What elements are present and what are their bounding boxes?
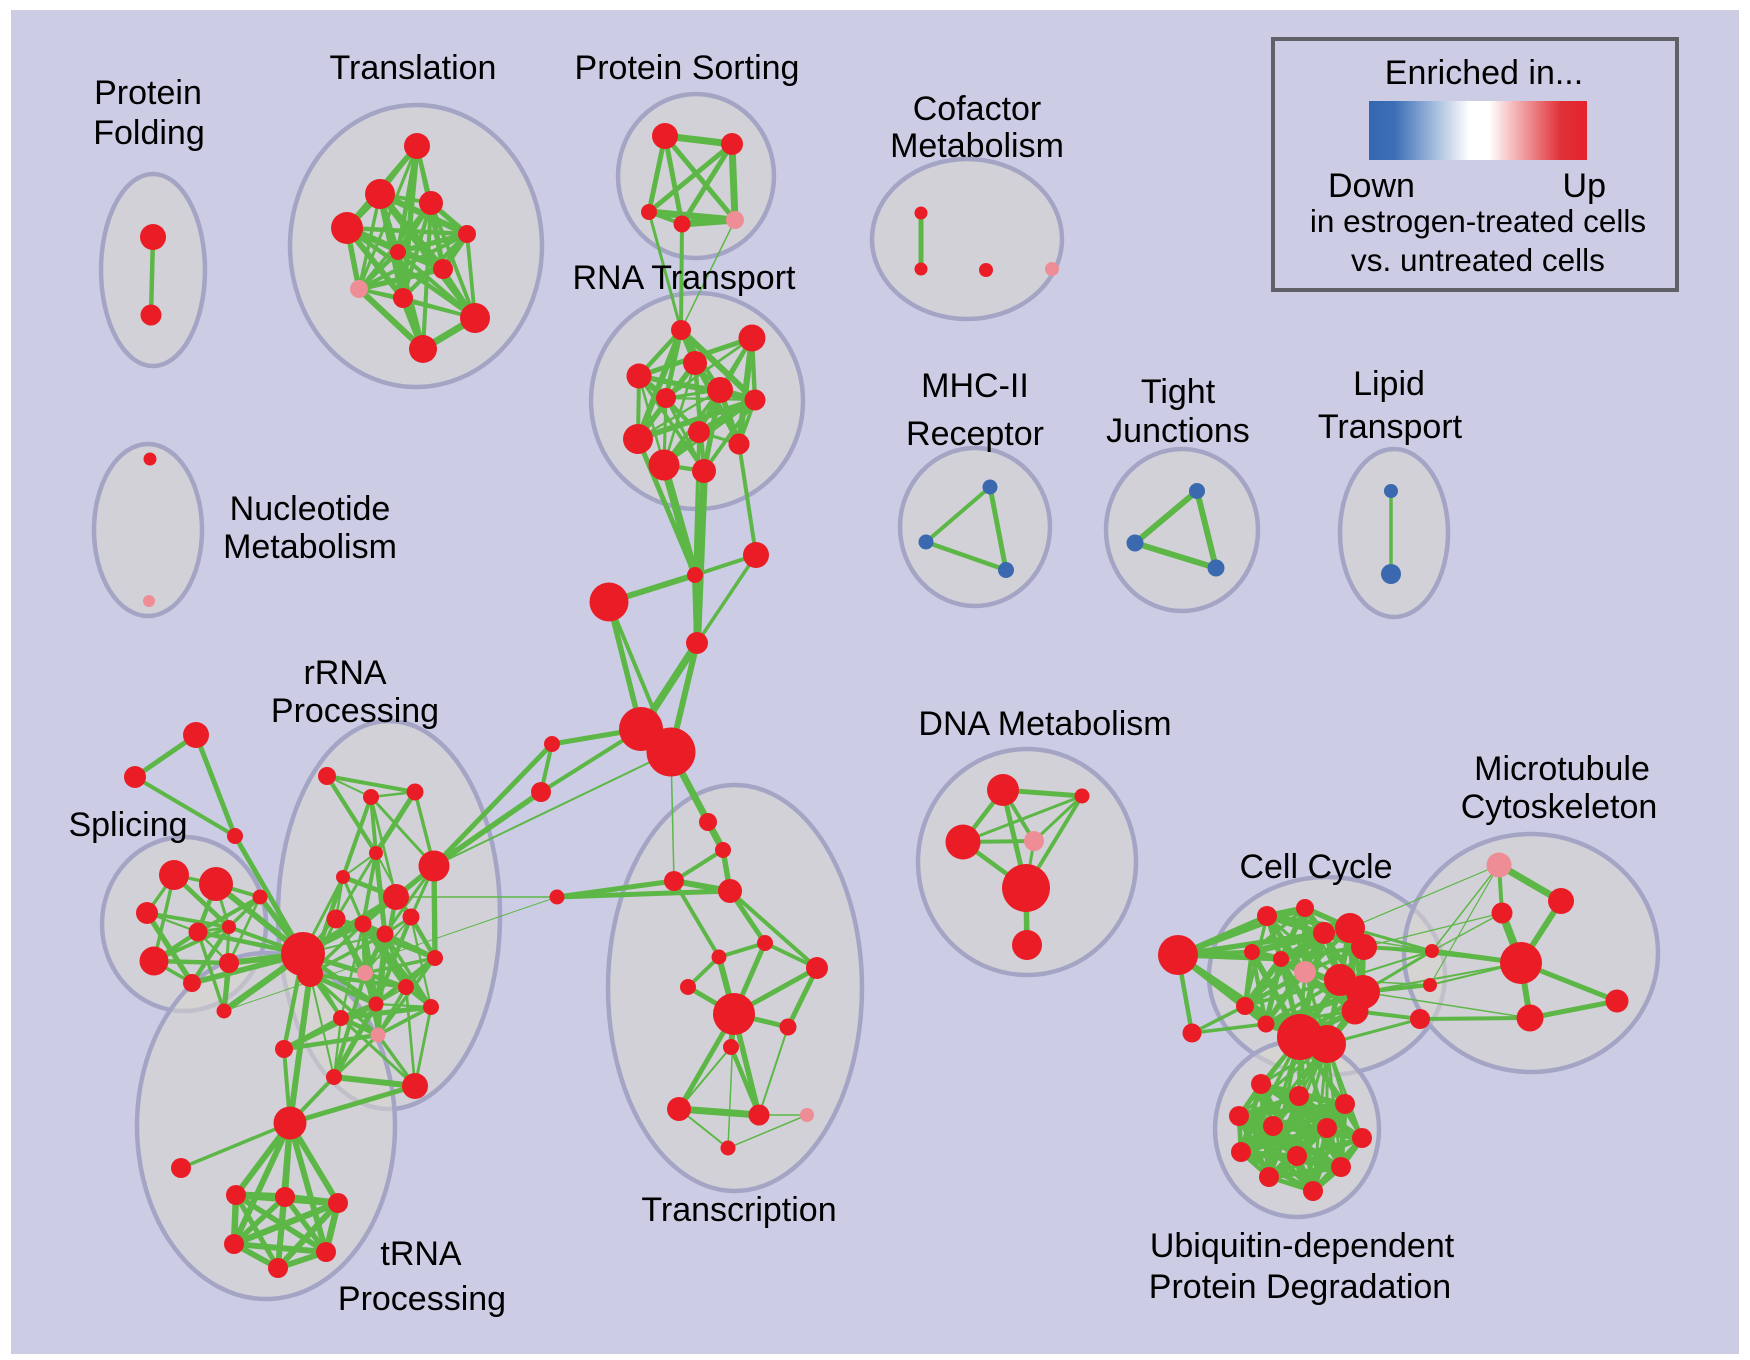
svg-text:Tight: Tight [1141,373,1216,411]
svg-text:Transport: Transport [1318,408,1463,446]
svg-text:Up: Up [1563,167,1606,205]
svg-text:Lipid: Lipid [1353,365,1425,403]
svg-text:RNA Transport: RNA Transport [573,259,797,297]
svg-text:Protein: Protein [94,74,202,112]
svg-text:Metabolism: Metabolism [890,127,1064,165]
svg-text:Processing: Processing [338,1280,506,1318]
svg-text:Cytoskeleton: Cytoskeleton [1461,788,1658,826]
svg-text:Processing: Processing [271,692,439,730]
svg-text:Cofactor: Cofactor [913,90,1042,128]
svg-text:Cell Cycle: Cell Cycle [1239,848,1392,886]
svg-text:Folding: Folding [93,114,205,152]
svg-text:DNA Metabolism: DNA Metabolism [918,705,1171,743]
svg-text:Metabolism: Metabolism [223,528,397,566]
svg-text:Protein Degradation: Protein Degradation [1149,1268,1451,1306]
svg-text:Ubiquitin-dependent: Ubiquitin-dependent [1150,1227,1455,1265]
svg-text:Protein Sorting: Protein Sorting [575,49,800,87]
svg-text:Transcription: Transcription [641,1191,836,1229]
svg-text:tRNA: tRNA [380,1235,462,1273]
svg-text:in estrogen-treated cells: in estrogen-treated cells [1310,203,1646,239]
svg-text:Splicing: Splicing [68,806,187,844]
svg-text:Junctions: Junctions [1106,412,1250,450]
svg-text:Microtubule: Microtubule [1474,750,1650,788]
svg-text:rRNA: rRNA [303,654,386,692]
svg-text:Translation: Translation [330,49,497,87]
svg-text:Nucleotide: Nucleotide [230,490,391,528]
svg-text:Receptor: Receptor [906,415,1044,453]
svg-text:MHC-II: MHC-II [921,367,1029,405]
svg-text:Down: Down [1328,167,1415,205]
svg-text:vs. untreated cells: vs. untreated cells [1351,242,1605,278]
svg-text:Enriched in...: Enriched in... [1385,54,1583,92]
